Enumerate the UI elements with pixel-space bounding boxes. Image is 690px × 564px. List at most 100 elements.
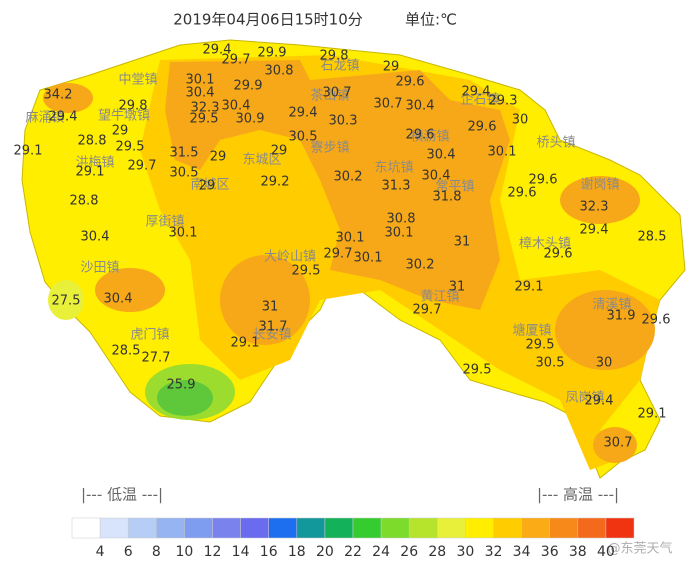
color-tick-label: 10 xyxy=(175,544,193,560)
temperature-reading: 29.7 xyxy=(222,53,251,68)
temperature-reading: 30.1 xyxy=(354,251,383,266)
temperature-reading: 29.3 xyxy=(489,94,518,109)
title-unit: 单位:℃ xyxy=(405,11,457,29)
temperature-reading: 29.9 xyxy=(258,46,287,61)
color-cell xyxy=(408,517,438,539)
temperature-reading: 30.3 xyxy=(329,114,358,129)
color-cell xyxy=(352,517,382,539)
temperature-reading: 31 xyxy=(449,280,466,295)
place-name: 黄江镇 xyxy=(420,290,459,305)
place-name: 企石镇 xyxy=(460,92,499,108)
temperature-reading: 31.8 xyxy=(433,190,462,205)
place-name: 长安镇 xyxy=(252,328,291,343)
temperature-reading: 29.8 xyxy=(119,99,148,114)
cool-zone xyxy=(48,280,84,320)
color-cell xyxy=(324,517,354,539)
place-name: 虎门镇 xyxy=(130,328,169,343)
temperature-reading: 29.4 xyxy=(462,85,491,100)
temperature-reading: 29.4 xyxy=(580,223,609,238)
temperature-reading: 34.2 xyxy=(44,88,73,103)
color-cell xyxy=(212,517,241,539)
color-tick-label: 38 xyxy=(569,544,587,560)
temperature-reading: 30.8 xyxy=(265,64,294,79)
temperature-reading: 29.1 xyxy=(76,165,105,180)
color-cell xyxy=(521,517,550,539)
temperature-reading: 28.8 xyxy=(70,194,99,209)
hot-zone xyxy=(220,255,310,345)
temperature-reading: 29.5 xyxy=(292,264,321,279)
temperature-reading: 29 xyxy=(199,179,216,194)
place-name: 南城区 xyxy=(190,177,229,193)
color-tick-label: 18 xyxy=(288,544,306,560)
temperature-reading: 31.9 xyxy=(607,309,636,324)
place-name: 樟木头镇 xyxy=(519,237,571,252)
temperature-reading: 29 xyxy=(383,60,400,75)
temperature-reading: 29.8 xyxy=(320,49,349,64)
watermark: @东莞天气 xyxy=(607,541,672,557)
place-name: 常平镇 xyxy=(435,180,474,195)
color-cell xyxy=(549,517,579,539)
color-cell xyxy=(268,517,298,539)
temperature-reading: 29 xyxy=(210,150,227,165)
temperature-reading: 31.3 xyxy=(382,179,411,194)
temperature-reading: 32.3 xyxy=(580,200,609,215)
place-name: 东城区 xyxy=(242,153,281,168)
place-name: 麻涌镇 xyxy=(25,111,64,126)
temperature-reading: 29.1 xyxy=(638,407,667,422)
color-tick-label: 20 xyxy=(316,544,334,560)
temperature-reading: 30.5 xyxy=(536,356,565,371)
temperature-reading: 30.2 xyxy=(406,258,435,273)
temperature-reading: 29.4 xyxy=(289,106,318,121)
color-cell xyxy=(127,517,157,539)
color-tick-label: 12 xyxy=(204,544,222,560)
color-tick-label: 34 xyxy=(513,544,531,560)
color-tick-label: 32 xyxy=(485,544,503,560)
hot-zone xyxy=(43,83,93,113)
color-cell xyxy=(240,517,269,539)
color-cell xyxy=(493,517,522,539)
place-name: 凤岗镇 xyxy=(565,391,604,406)
place-name: 横沥镇 xyxy=(410,130,449,145)
temperature-reading: 30.5 xyxy=(170,166,199,181)
color-cell xyxy=(577,517,607,539)
color-cell xyxy=(184,517,213,539)
color-cell xyxy=(156,517,185,539)
place-name: 清溪镇 xyxy=(592,298,631,313)
color-tick-label: 4 xyxy=(96,544,105,560)
temperature-reading: 30.4 xyxy=(104,292,133,307)
temperature-reading: 28.5 xyxy=(638,230,667,245)
temperature-reading: 29.6 xyxy=(406,128,435,143)
color-cell xyxy=(296,517,326,539)
color-tick-label: 28 xyxy=(428,544,446,560)
temperature-reading: 30.7 xyxy=(374,97,403,112)
place-name: 石龙镇 xyxy=(320,59,359,74)
temperature-reading: 31.5 xyxy=(170,146,199,161)
color-cell xyxy=(437,517,466,539)
place-name: 沙田镇 xyxy=(80,261,119,276)
temperature-reading: 29.4 xyxy=(49,110,78,125)
place-name: 大岭山镇 xyxy=(264,250,316,265)
place-name: 茶山镇 xyxy=(310,88,349,104)
temperature-reading: 29.5 xyxy=(190,112,219,127)
temperature-reading: 29.5 xyxy=(116,140,145,155)
temperature-reading: 31 xyxy=(262,300,279,315)
hot-zone xyxy=(593,427,637,463)
cool-zone xyxy=(157,380,213,416)
temperature-reading: 29.6 xyxy=(642,313,671,328)
color-tick-label: 14 xyxy=(232,544,250,560)
temperature-reading: 28.5 xyxy=(112,344,141,359)
temperature-reading: 30.7 xyxy=(323,86,352,101)
region xyxy=(21,39,686,479)
color-tick-label: 16 xyxy=(260,544,278,560)
temperature-reading: 29.7 xyxy=(324,247,353,262)
temperature-reading: 31.7 xyxy=(259,320,288,335)
temperature-reading: 30.4 xyxy=(427,148,456,163)
temperature-reading: 30.5 xyxy=(289,130,318,145)
temperature-reading: 30.1 xyxy=(488,145,517,160)
color-tick-label: 6 xyxy=(124,544,133,560)
color-tick-label: 36 xyxy=(541,544,559,560)
temperature-reading: 30.4 xyxy=(222,99,251,114)
legend-low: |--- 低温 ---| xyxy=(81,486,163,504)
place-name: 桥头镇 xyxy=(536,136,575,151)
